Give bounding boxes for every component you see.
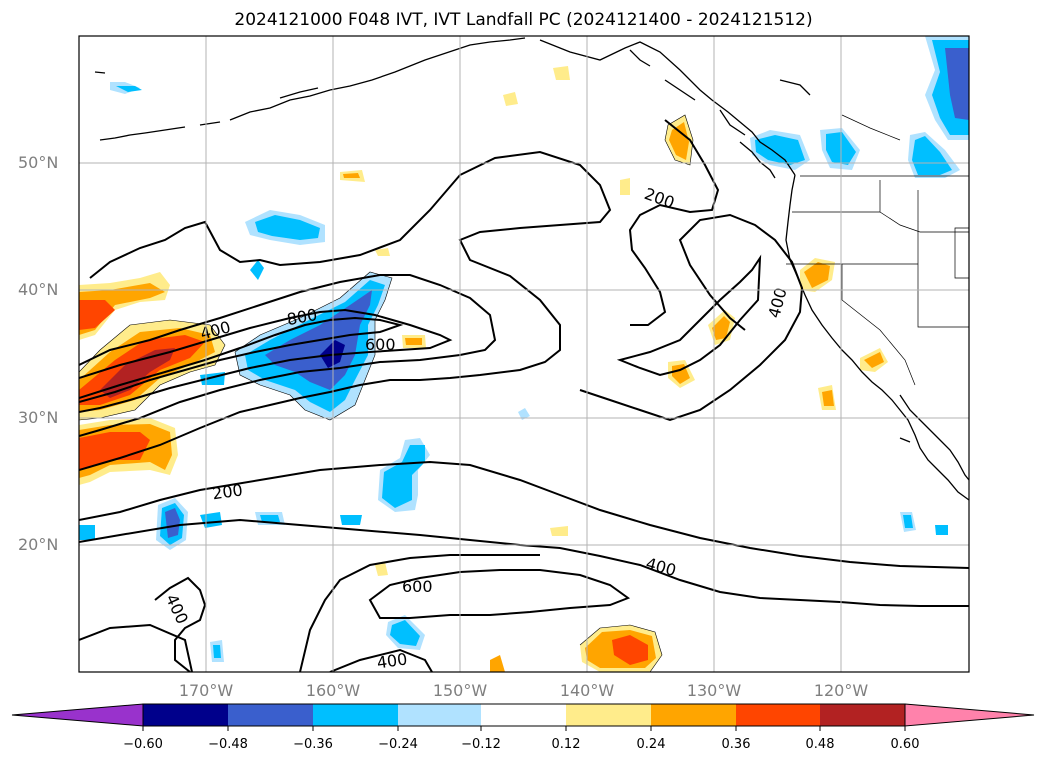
contour-label: 600 (402, 577, 433, 596)
contour-200 (79, 150, 612, 471)
lon-label: 130°W (686, 681, 742, 700)
colorbar-tick-label: 0.60 (890, 737, 920, 752)
lat-label: 40°N (18, 280, 59, 299)
colorbar-tick-label: 0.12 (551, 737, 581, 752)
colorbar-extend-low (11, 703, 144, 727)
contour-800 (79, 316, 404, 403)
contour-200 (79, 460, 969, 569)
lon-label: 160°W (305, 681, 361, 700)
colorbar-tick-label: −0.60 (123, 737, 163, 752)
contour-400 (79, 274, 497, 437)
colorbar-tick-label: 0.36 (721, 737, 751, 752)
contour-600 (79, 308, 453, 413)
colorbar-extend-high (904, 703, 1035, 727)
contour-label: 200 (211, 480, 244, 503)
lon-label: 170°W (178, 681, 234, 700)
plot-border (78, 35, 970, 673)
colorbar-tick-label: −0.36 (293, 737, 333, 752)
contour-400 (154, 576, 207, 672)
bc-coast (539, 39, 796, 176)
colorbar (11, 703, 1035, 731)
lon-label: 150°W (432, 681, 488, 700)
us-west-coast (785, 174, 969, 501)
alaska-coast (229, 37, 526, 121)
ivt-contours (79, 119, 969, 672)
colorbar-tick-label: −0.24 (378, 737, 418, 752)
lat-label: 20°N (18, 535, 59, 554)
contour-400 (79, 623, 193, 672)
contour-200 (616, 254, 762, 377)
graticule (79, 36, 969, 672)
coastlines (94, 37, 969, 501)
plot-background (79, 36, 969, 672)
contour-400 (79, 518, 969, 607)
lon-label: 140°W (559, 681, 615, 700)
contour-400 (329, 648, 433, 672)
contour-label: 600 (365, 335, 396, 354)
colorbar-tick-label: 0.48 (805, 737, 835, 752)
contour-600 (299, 554, 540, 672)
political-boundaries (786, 114, 969, 386)
map-title: 2024121000 F048 IVT, IVT Landfall PC (20… (234, 10, 813, 30)
lon-label: 120°W (813, 681, 869, 700)
colorbar-tick-label: −0.12 (461, 737, 501, 752)
lat-label: 30°N (18, 408, 59, 427)
contour-600 (368, 569, 631, 619)
contour-200 (628, 119, 720, 326)
contour-label: 400 (376, 649, 409, 672)
colorbar-tick-label: 0.24 (636, 737, 666, 752)
colorbar-tick-label: −0.48 (208, 737, 248, 752)
lat-label: 50°N (18, 153, 59, 172)
